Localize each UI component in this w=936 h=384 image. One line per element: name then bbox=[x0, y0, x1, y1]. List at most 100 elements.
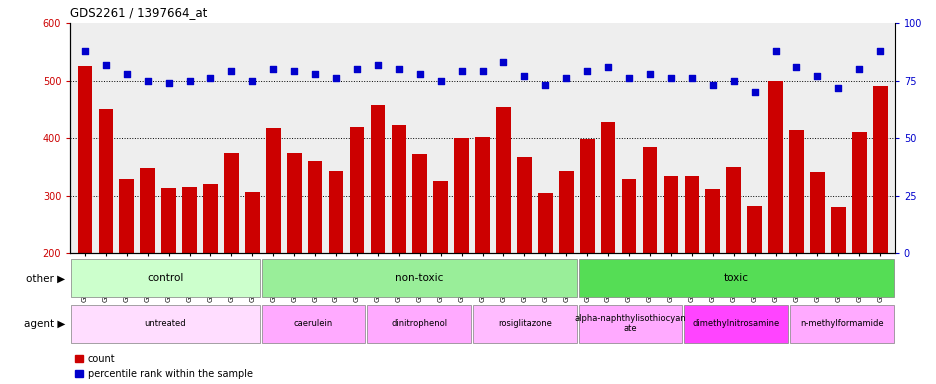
Point bbox=[683, 75, 698, 81]
Bar bbox=[454, 138, 468, 369]
Point bbox=[454, 68, 469, 74]
Point bbox=[266, 66, 281, 72]
Bar bbox=[788, 130, 803, 369]
Bar bbox=[308, 161, 322, 369]
Point bbox=[495, 59, 510, 65]
Point bbox=[788, 64, 803, 70]
Point bbox=[558, 75, 573, 81]
Text: agent ▶: agent ▶ bbox=[24, 319, 66, 329]
Bar bbox=[349, 127, 364, 369]
Point bbox=[286, 68, 301, 74]
Text: toxic: toxic bbox=[723, 273, 748, 283]
Point bbox=[600, 64, 615, 70]
Point bbox=[119, 71, 134, 77]
Point bbox=[517, 73, 532, 79]
Bar bbox=[496, 107, 510, 369]
Text: GDS2261 / 1397664_at: GDS2261 / 1397664_at bbox=[70, 6, 208, 19]
Point bbox=[307, 71, 322, 77]
Bar bbox=[182, 187, 197, 369]
Point bbox=[851, 66, 866, 72]
Point bbox=[161, 80, 176, 86]
Bar bbox=[517, 157, 531, 369]
Point bbox=[871, 48, 886, 54]
Point bbox=[182, 78, 197, 84]
Bar bbox=[140, 168, 154, 369]
Point bbox=[621, 75, 636, 81]
Bar bbox=[391, 125, 405, 369]
Bar bbox=[71, 306, 259, 343]
Point bbox=[705, 82, 720, 88]
Text: control: control bbox=[147, 273, 183, 283]
Text: dimethylnitrosamine: dimethylnitrosamine bbox=[692, 319, 779, 328]
Point bbox=[642, 71, 657, 77]
Bar bbox=[371, 105, 385, 369]
Point bbox=[224, 68, 239, 74]
Point bbox=[432, 78, 447, 84]
Bar bbox=[286, 153, 301, 369]
Text: n-methylformamide: n-methylformamide bbox=[799, 319, 883, 328]
Bar bbox=[244, 192, 259, 369]
Bar bbox=[663, 176, 678, 369]
Bar bbox=[203, 184, 217, 369]
Bar bbox=[266, 128, 280, 369]
Point bbox=[412, 71, 427, 77]
Text: dinitrophenol: dinitrophenol bbox=[390, 319, 446, 328]
Point bbox=[746, 89, 761, 95]
Bar bbox=[261, 260, 576, 297]
Point bbox=[244, 78, 259, 84]
Point bbox=[78, 48, 93, 54]
Bar bbox=[161, 189, 176, 369]
Point bbox=[370, 61, 385, 68]
Text: non-toxic: non-toxic bbox=[394, 273, 443, 283]
Bar bbox=[71, 260, 259, 297]
Bar bbox=[872, 86, 886, 369]
Bar bbox=[559, 171, 573, 369]
Bar bbox=[261, 306, 365, 343]
Bar bbox=[78, 66, 92, 369]
Point bbox=[809, 73, 824, 79]
Point bbox=[579, 68, 594, 74]
Point bbox=[391, 66, 406, 72]
Bar bbox=[684, 176, 698, 369]
Point bbox=[537, 82, 552, 88]
Bar bbox=[768, 81, 782, 369]
Text: untreated: untreated bbox=[144, 319, 186, 328]
Bar bbox=[789, 306, 893, 343]
Point bbox=[475, 68, 490, 74]
Bar bbox=[683, 306, 787, 343]
Bar bbox=[367, 306, 471, 343]
Text: other ▶: other ▶ bbox=[26, 273, 66, 283]
Bar bbox=[578, 260, 893, 297]
Point bbox=[725, 78, 740, 84]
Bar bbox=[329, 171, 343, 369]
Bar bbox=[579, 139, 593, 369]
Point bbox=[98, 61, 113, 68]
Point bbox=[329, 75, 344, 81]
Bar bbox=[851, 132, 866, 369]
Bar bbox=[705, 189, 720, 369]
Text: caerulein: caerulein bbox=[294, 319, 332, 328]
Bar bbox=[810, 172, 824, 369]
Bar bbox=[830, 207, 845, 369]
Bar bbox=[98, 109, 113, 369]
Bar bbox=[224, 153, 239, 369]
Point bbox=[663, 75, 678, 81]
Bar bbox=[473, 306, 576, 343]
Bar bbox=[642, 147, 656, 369]
Point bbox=[140, 78, 155, 84]
Point bbox=[830, 84, 845, 91]
Point bbox=[203, 75, 218, 81]
Text: rosiglitazone: rosiglitazone bbox=[497, 319, 551, 328]
Bar bbox=[475, 137, 490, 369]
Bar bbox=[725, 167, 740, 369]
Bar bbox=[433, 182, 447, 369]
Point bbox=[349, 66, 364, 72]
Bar bbox=[747, 206, 761, 369]
Bar bbox=[578, 306, 681, 343]
Text: alpha-naphthylisothiocyan
ate: alpha-naphthylisothiocyan ate bbox=[574, 314, 686, 333]
Point bbox=[768, 48, 782, 54]
Bar bbox=[600, 122, 615, 369]
Bar bbox=[412, 154, 427, 369]
Bar bbox=[622, 179, 636, 369]
Bar bbox=[537, 193, 552, 369]
